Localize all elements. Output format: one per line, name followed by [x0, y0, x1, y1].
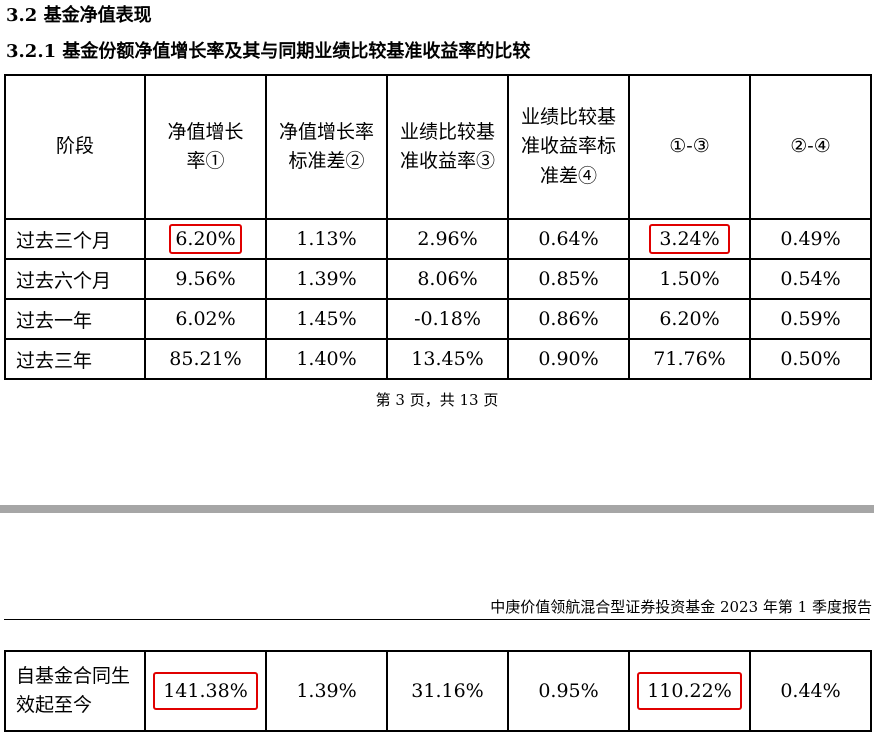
highlight-box: 141.38% [153, 672, 258, 710]
cell-nav-growth: 85.21% [144, 338, 267, 380]
page-separator [0, 505, 874, 513]
cell-benchmark-return: 31.16% [386, 650, 509, 732]
cell-diff-1-3: 71.76% [628, 338, 751, 380]
cell-diff-1-3: 6.20% [628, 298, 751, 340]
table-row: 过去一年 6.02% 1.45% -0.18% 0.86% 6.20% 0.59… [4, 298, 872, 340]
cell-diff-1-3: 110.22% [628, 650, 751, 732]
header-benchmark-std: 业绩比较基准收益率标准差④ [507, 74, 630, 220]
table-header-row: 阶段 净值增长率① 净值增长率标准差② 业绩比较基准收益率③ 业绩比较基准收益率… [4, 74, 872, 220]
cell-benchmark-return: -0.18% [386, 298, 509, 340]
cell-nav-growth-std: 1.45% [265, 298, 388, 340]
header-diff-1-3: ①-③ [628, 74, 751, 220]
cell-benchmark-std: 0.85% [507, 258, 630, 300]
cell-diff-1-3: 1.50% [628, 258, 751, 300]
cell-diff-2-4: 0.49% [749, 218, 872, 260]
header-nav-growth-std: 净值增长率标准差② [265, 74, 388, 220]
cell-diff-2-4: 0.44% [749, 650, 872, 732]
cell-benchmark-std: 0.95% [507, 650, 630, 732]
cell-nav-growth-std: 1.40% [265, 338, 388, 380]
highlight-box: 3.24% [649, 224, 730, 254]
cell-nav-growth-std: 1.39% [265, 258, 388, 300]
cell-nav-growth: 141.38% [144, 650, 267, 732]
cell-nav-growth-std: 1.39% [265, 650, 388, 732]
row-label: 自基金合同生效起至今 [4, 650, 146, 732]
header-diff-2-4: ②-④ [749, 74, 872, 220]
cell-benchmark-return: 8.06% [386, 258, 509, 300]
subsection-title: 3.2.1 基金份额净值增长率及其与同期业绩比较基准收益率的比较 [6, 41, 531, 62]
cell-diff-1-3: 3.24% [628, 218, 751, 260]
cell-diff-2-4: 0.50% [749, 338, 872, 380]
performance-table-continued: 自基金合同生效起至今 141.38% 1.39% 31.16% 0.95% 11… [4, 650, 872, 732]
cell-benchmark-std: 0.86% [507, 298, 630, 340]
table-row: 过去六个月 9.56% 1.39% 8.06% 0.85% 1.50% 0.54… [4, 258, 872, 300]
header-nav-growth: 净值增长率① [144, 74, 267, 220]
highlight-box: 6.20% [169, 224, 242, 254]
cell-benchmark-std: 0.90% [507, 338, 630, 380]
cell-nav-growth: 6.02% [144, 298, 267, 340]
cell-nav-growth: 6.20% [144, 218, 267, 260]
table-row: 过去三个月 6.20% 1.13% 2.96% 0.64% 3.24% 0.49… [4, 218, 872, 260]
cell-nav-growth: 9.56% [144, 258, 267, 300]
performance-table: 阶段 净值增长率① 净值增长率标准差② 业绩比较基准收益率③ 业绩比较基准收益率… [4, 74, 872, 380]
cell-benchmark-return: 13.45% [386, 338, 509, 380]
row-label: 过去三个月 [4, 218, 146, 260]
row-label: 过去三年 [4, 338, 146, 380]
table-row: 自基金合同生效起至今 141.38% 1.39% 31.16% 0.95% 11… [4, 650, 872, 732]
running-header: 中庚价值领航混合型证券投资基金 2023 年第 1 季度报告 [490, 598, 872, 616]
cell-nav-growth-std: 1.13% [265, 218, 388, 260]
cell-diff-2-4: 0.59% [749, 298, 872, 340]
row-label: 过去一年 [4, 298, 146, 340]
header-rule [4, 619, 870, 620]
table-row: 过去三年 85.21% 1.40% 13.45% 0.90% 71.76% 0.… [4, 338, 872, 380]
cell-benchmark-return: 2.96% [386, 218, 509, 260]
highlight-box: 110.22% [637, 672, 742, 710]
header-period: 阶段 [4, 74, 146, 220]
section-title: 3.2 基金净值表现 [6, 5, 152, 26]
page-footer: 第 3 页，共 13 页 [375, 391, 499, 409]
header-benchmark-return: 业绩比较基准收益率③ [386, 74, 509, 220]
cell-diff-2-4: 0.54% [749, 258, 872, 300]
row-label: 过去六个月 [4, 258, 146, 300]
cell-benchmark-std: 0.64% [507, 218, 630, 260]
